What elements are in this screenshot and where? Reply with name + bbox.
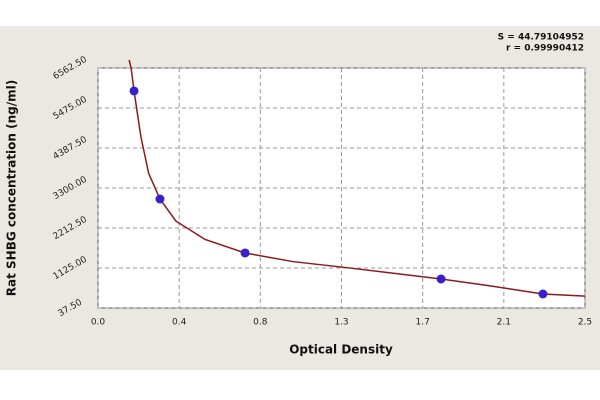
- annotation: r = 0.99990412: [506, 44, 584, 54]
- x-tick-label: 0.0: [91, 318, 106, 328]
- x-tick-label: 1.3: [334, 318, 348, 328]
- curve-extension: [128, 59, 132, 69]
- x-tick-label: 1.7: [416, 318, 430, 328]
- y-axis-title: Rat SHBG concentration (ng/ml): [5, 80, 19, 296]
- x-tick-label: 0.8: [253, 318, 268, 328]
- data-point: [155, 194, 165, 204]
- annotation: S = 44.79104952: [498, 33, 584, 43]
- x-tick-label: 2.1: [497, 318, 511, 328]
- data-point: [538, 289, 548, 299]
- data-point: [436, 274, 446, 284]
- fit-curve: [130, 67, 586, 297]
- data-point: [129, 86, 139, 96]
- x-tick-label: 0.4: [172, 318, 187, 328]
- x-axis-title: Optical Density: [289, 343, 393, 357]
- x-tick-label: 2.5: [578, 318, 592, 328]
- data-point: [240, 248, 250, 258]
